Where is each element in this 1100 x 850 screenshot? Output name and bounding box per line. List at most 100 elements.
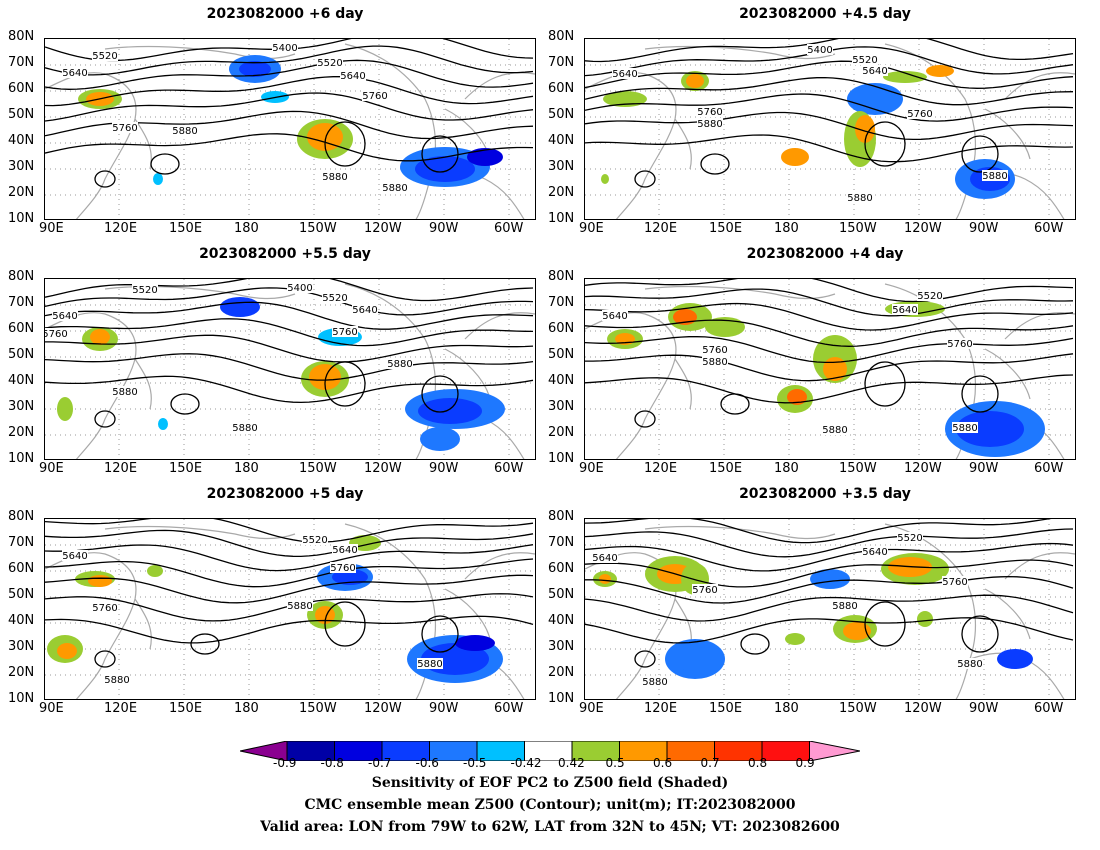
sensitivity-shade bbox=[467, 148, 503, 166]
lon-label: 180 bbox=[234, 701, 259, 716]
panel-p45: 2023082000 +4.5 day 5400 5520 5640 5760 5880… bbox=[540, 0, 1080, 240]
z500-contour bbox=[585, 279, 1074, 303]
lat-label: 40N bbox=[8, 133, 35, 148]
coastline bbox=[884, 523, 977, 699]
lat-label: 50N bbox=[8, 107, 35, 122]
contour-label: 5880 bbox=[417, 659, 442, 670]
lat-label: 70N bbox=[548, 295, 575, 310]
contour-label: 5520 bbox=[317, 58, 342, 69]
panel-title: 2023082000 +3.5 day bbox=[739, 486, 911, 502]
lon-label: 60W bbox=[494, 701, 524, 716]
lat-label: 40N bbox=[8, 373, 35, 388]
lon-label: 90E bbox=[39, 461, 64, 476]
z500-contour bbox=[585, 559, 1074, 588]
z500-contour bbox=[45, 92, 534, 122]
z500-contour bbox=[45, 301, 534, 330]
lat-label: 40N bbox=[548, 133, 575, 148]
colorbar-tick-label: -0.42 bbox=[510, 756, 542, 770]
z500-closed-contour bbox=[961, 135, 999, 173]
lon-label: 150W bbox=[299, 221, 337, 236]
lon-label: 150W bbox=[299, 701, 337, 716]
lon-label: 120W bbox=[904, 221, 942, 236]
lat-label: 50N bbox=[548, 587, 575, 602]
lon-label: 180 bbox=[774, 221, 799, 236]
z500-closed-contour bbox=[864, 601, 906, 647]
contour-label: 5760 bbox=[92, 603, 117, 614]
sensitivity-shade bbox=[675, 646, 715, 672]
lon-label: 60W bbox=[1034, 221, 1064, 236]
z500-contour bbox=[585, 76, 1074, 106]
colorbar-tick-label: -0.5 bbox=[463, 756, 487, 770]
contour-label: 5760 bbox=[947, 339, 972, 350]
lat-label: 70N bbox=[8, 535, 35, 550]
lon-label: 180 bbox=[234, 461, 259, 476]
sensitivity-shade bbox=[158, 418, 168, 430]
z500-contour bbox=[585, 617, 1074, 644]
sensitivity-shade bbox=[599, 574, 611, 584]
coastline bbox=[1004, 312, 1075, 340]
lat-label: 40N bbox=[8, 613, 35, 628]
lat-label: 50N bbox=[8, 347, 35, 362]
z500-contour bbox=[45, 574, 534, 604]
lon-label: 90W bbox=[429, 221, 459, 236]
lat-label: 80N bbox=[548, 269, 575, 284]
contour-label: 5760 bbox=[907, 109, 932, 120]
sensitivity-shade bbox=[705, 317, 745, 337]
contour-label: 5640 bbox=[862, 547, 887, 558]
lat-label: 30N bbox=[8, 639, 35, 654]
sensitivity-shade bbox=[785, 633, 805, 645]
colorbar-tick-label: -0.7 bbox=[368, 756, 392, 770]
contour-label: 5880 bbox=[982, 171, 1007, 182]
contour-label: 5880 bbox=[172, 126, 197, 137]
colorbar-tick-label: -0.8 bbox=[320, 756, 344, 770]
coastline bbox=[674, 358, 692, 410]
lat-label: 20N bbox=[548, 425, 575, 440]
lat-label: 20N bbox=[8, 185, 35, 200]
lon-label: 120E bbox=[104, 221, 138, 236]
coastline bbox=[464, 72, 535, 100]
z500-contour bbox=[585, 111, 1074, 141]
lon-label: 120W bbox=[364, 461, 402, 476]
sensitivity-shade bbox=[57, 397, 73, 421]
map-frame: 5640 5760 5880 5640 5520 5760 5880 5880 bbox=[584, 518, 1076, 700]
lon-label: 60W bbox=[1034, 461, 1064, 476]
contour-label: 5640 bbox=[862, 66, 887, 77]
sensitivity-shade bbox=[309, 364, 341, 390]
panel-title: 2023082000 +6 day bbox=[206, 6, 364, 22]
sensitivity-shade bbox=[315, 606, 335, 624]
z500-contour bbox=[585, 319, 1074, 347]
lon-label: 90E bbox=[579, 701, 604, 716]
coastline bbox=[134, 358, 152, 410]
z500-closed-contour bbox=[961, 615, 999, 653]
sensitivity-shade bbox=[810, 569, 850, 589]
panel-p5: 2023082000 +5 day 5520 5640 5760 5880 5880 56… bbox=[0, 480, 540, 720]
colorbar-tick-label: 0.42 bbox=[558, 756, 585, 770]
colorbar-tick-label: 0.6 bbox=[653, 756, 673, 770]
sensitivity-shade bbox=[220, 297, 260, 317]
coastline bbox=[444, 588, 491, 640]
contour-label: 5760 bbox=[362, 91, 387, 102]
z500-closed-contour bbox=[634, 410, 656, 428]
map-svg: 5400 5520 5640 5760 5880 5880 5880 5640 5520 5760 bbox=[45, 39, 535, 219]
contour-label: 5760 bbox=[697, 107, 722, 118]
coastline bbox=[984, 348, 1031, 400]
lat-label: 30N bbox=[548, 639, 575, 654]
sensitivity-shade bbox=[307, 123, 343, 151]
contour-label: 5400 bbox=[272, 43, 297, 54]
z500-closed-contour bbox=[720, 393, 750, 415]
colorbar-tick-label: 0.8 bbox=[748, 756, 768, 770]
lat-label: 50N bbox=[548, 347, 575, 362]
z500-contour bbox=[585, 39, 1074, 63]
contour-label: 5880 bbox=[822, 425, 847, 436]
z500-contour bbox=[45, 45, 534, 76]
map-frame: 5520 5400 5520 5640 5760 5880 5880 5880 5640 5760 bbox=[44, 278, 536, 460]
z500-closed-contour bbox=[170, 393, 200, 415]
contour-label: 5520 bbox=[92, 51, 117, 62]
contour-label: 5760 bbox=[112, 123, 137, 134]
lon-label: 180 bbox=[234, 221, 259, 236]
lon-label: 120E bbox=[104, 701, 138, 716]
contour-label: 5880 bbox=[232, 423, 257, 434]
coastline bbox=[984, 588, 1031, 640]
lat-label: 80N bbox=[8, 269, 35, 284]
contour-label: 5760 bbox=[332, 327, 357, 338]
